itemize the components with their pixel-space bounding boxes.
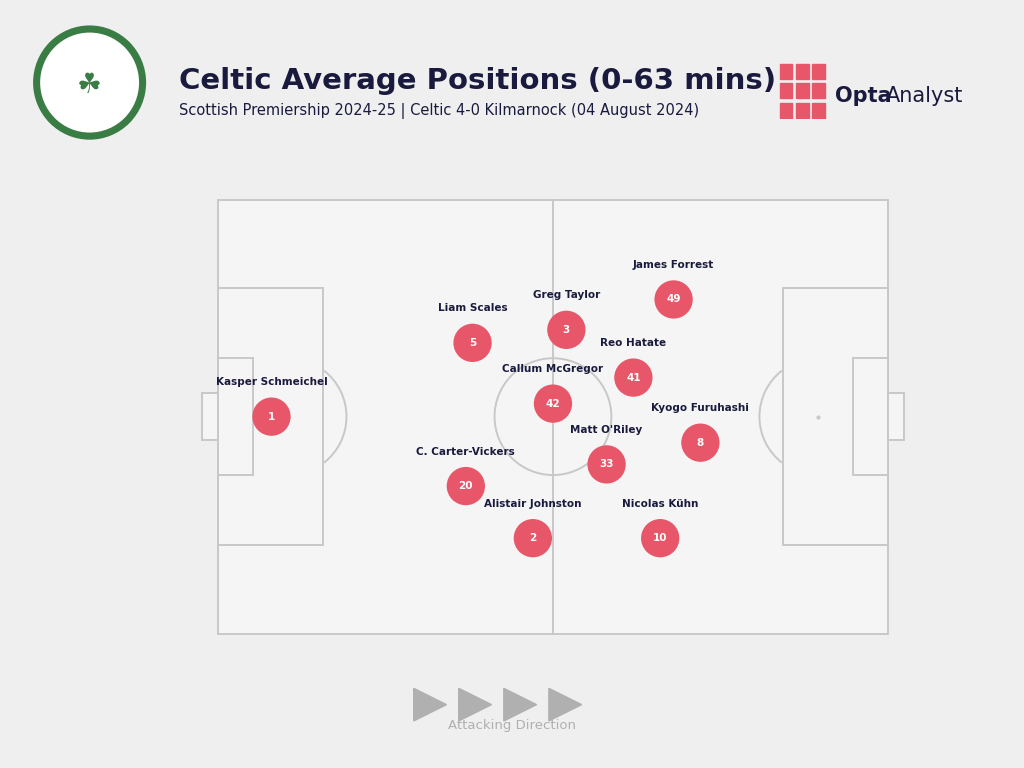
Text: Celtic Average Positions (0-63 mins): Celtic Average Positions (0-63 mins) <box>179 67 776 94</box>
Text: 8: 8 <box>696 438 705 448</box>
Circle shape <box>40 32 139 133</box>
Circle shape <box>33 25 146 140</box>
Text: Kasper Schmeichel: Kasper Schmeichel <box>216 377 328 387</box>
Circle shape <box>641 519 679 558</box>
Bar <box>779 103 793 118</box>
Circle shape <box>614 359 652 397</box>
Bar <box>812 84 825 98</box>
Text: Nicolas Kühn: Nicolas Kühn <box>622 498 698 509</box>
Circle shape <box>252 398 291 435</box>
Bar <box>812 65 825 79</box>
Circle shape <box>446 467 485 505</box>
Text: Matt O'Riley: Matt O'Riley <box>570 425 643 435</box>
Text: Attacking Direction: Attacking Direction <box>449 719 575 732</box>
Text: 49: 49 <box>667 294 681 304</box>
Polygon shape <box>549 688 582 721</box>
Circle shape <box>654 280 693 319</box>
Polygon shape <box>459 688 492 721</box>
Polygon shape <box>414 688 446 721</box>
Text: 42: 42 <box>546 399 560 409</box>
Bar <box>888 393 903 440</box>
Bar <box>782 288 888 545</box>
Text: Reo Hatate: Reo Hatate <box>600 338 667 348</box>
Circle shape <box>454 323 492 362</box>
Text: 3: 3 <box>563 325 570 335</box>
Bar <box>218 288 324 545</box>
Bar <box>796 65 809 79</box>
Text: ☘: ☘ <box>77 71 102 99</box>
Text: 5: 5 <box>469 338 476 348</box>
Text: James Forrest: James Forrest <box>633 260 714 270</box>
Circle shape <box>534 385 572 422</box>
Text: Alistair Johnston: Alistair Johnston <box>484 498 582 509</box>
Circle shape <box>681 423 720 462</box>
Text: 41: 41 <box>626 372 641 382</box>
Bar <box>218 358 253 475</box>
Text: 33: 33 <box>599 459 613 469</box>
Text: 2: 2 <box>529 533 537 543</box>
Text: Greg Taylor: Greg Taylor <box>532 290 600 300</box>
Bar <box>779 65 793 79</box>
Text: Liam Scales: Liam Scales <box>437 303 507 313</box>
Text: Analyst: Analyst <box>886 86 964 106</box>
Bar <box>779 84 793 98</box>
Circle shape <box>588 445 626 484</box>
Text: 20: 20 <box>459 481 473 491</box>
Bar <box>796 103 809 118</box>
Circle shape <box>547 311 586 349</box>
Bar <box>203 393 218 440</box>
Bar <box>812 103 825 118</box>
Text: Opta: Opta <box>835 86 891 106</box>
Text: Callum McGregor: Callum McGregor <box>503 364 603 374</box>
Text: Kyogo Furuhashi: Kyogo Furuhashi <box>651 403 750 413</box>
Polygon shape <box>504 688 537 721</box>
Bar <box>796 84 809 98</box>
Bar <box>853 358 888 475</box>
Text: C. Carter-Vickers: C. Carter-Vickers <box>417 447 515 457</box>
Text: 10: 10 <box>653 533 668 543</box>
Circle shape <box>514 519 552 558</box>
Text: 1: 1 <box>268 412 275 422</box>
Text: Scottish Premiership 2024-25 | Celtic 4-0 Kilmarnock (04 August 2024): Scottish Premiership 2024-25 | Celtic 4-… <box>179 104 699 119</box>
